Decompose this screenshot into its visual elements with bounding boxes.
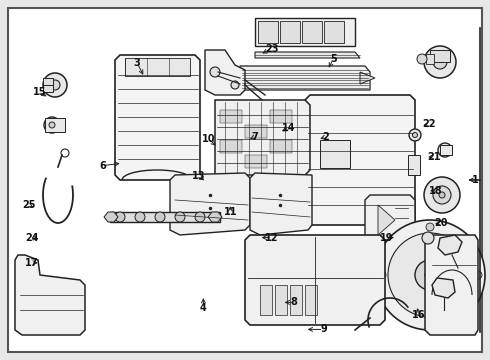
Polygon shape (245, 235, 385, 325)
Circle shape (388, 233, 472, 317)
Polygon shape (438, 235, 462, 255)
Text: 25: 25 (23, 200, 36, 210)
Bar (220, 140, 242, 153)
Circle shape (210, 67, 220, 77)
Circle shape (413, 132, 417, 138)
Polygon shape (378, 205, 395, 235)
Circle shape (175, 212, 185, 222)
Text: 22: 22 (422, 119, 436, 129)
Bar (220, 110, 242, 123)
Text: 24: 24 (25, 233, 39, 243)
Text: 1: 1 (472, 175, 479, 185)
Polygon shape (205, 50, 245, 95)
Polygon shape (115, 55, 200, 180)
Circle shape (422, 232, 434, 244)
Polygon shape (425, 235, 478, 335)
Circle shape (424, 46, 456, 78)
Bar (440, 145, 452, 155)
Circle shape (425, 270, 435, 280)
Bar (324, 21, 344, 43)
Circle shape (44, 117, 60, 133)
Circle shape (43, 73, 67, 97)
Text: 2: 2 (322, 132, 329, 142)
Text: 4: 4 (200, 303, 207, 313)
Circle shape (417, 54, 427, 64)
Text: 19: 19 (380, 233, 394, 243)
Bar (280, 21, 300, 43)
Bar (270, 110, 292, 123)
Circle shape (115, 212, 125, 222)
Bar (426, 54, 434, 64)
Circle shape (439, 192, 445, 198)
Polygon shape (365, 195, 415, 240)
Polygon shape (255, 52, 360, 58)
Bar (270, 140, 292, 153)
Circle shape (433, 186, 451, 204)
Circle shape (426, 319, 434, 327)
Circle shape (375, 220, 485, 330)
Polygon shape (360, 72, 375, 84)
Bar (45, 118, 65, 132)
Bar (125, 58, 190, 76)
Bar (110, 212, 220, 222)
Circle shape (424, 177, 460, 213)
Polygon shape (305, 95, 415, 225)
Text: 9: 9 (320, 324, 327, 334)
Polygon shape (432, 278, 455, 298)
Bar (275, 285, 287, 315)
Text: 7: 7 (251, 132, 258, 142)
Polygon shape (250, 173, 312, 235)
Text: 20: 20 (434, 218, 448, 228)
Bar (245, 125, 267, 138)
Text: 5: 5 (330, 54, 337, 64)
Text: 8: 8 (291, 297, 297, 307)
Circle shape (409, 129, 421, 141)
Bar (258, 21, 278, 43)
Polygon shape (15, 255, 85, 335)
Bar (430, 50, 450, 62)
Circle shape (415, 260, 445, 290)
Bar (305, 285, 317, 315)
Bar (260, 285, 272, 315)
Circle shape (474, 271, 482, 279)
Text: 10: 10 (201, 134, 215, 144)
Polygon shape (170, 173, 250, 235)
Circle shape (195, 212, 205, 222)
Bar (43, 78, 53, 92)
Text: 15: 15 (32, 87, 46, 97)
Text: 16: 16 (412, 310, 426, 320)
Text: 6: 6 (99, 161, 106, 171)
Text: 17: 17 (25, 258, 39, 268)
Polygon shape (104, 212, 118, 222)
Circle shape (378, 271, 386, 279)
Circle shape (433, 55, 447, 69)
Circle shape (426, 223, 434, 231)
Circle shape (155, 212, 165, 222)
Bar (255, 18, 355, 46)
Bar (290, 285, 302, 315)
Circle shape (49, 122, 55, 128)
Text: 23: 23 (265, 44, 279, 54)
Text: 18: 18 (429, 186, 443, 196)
Bar (245, 155, 267, 168)
Circle shape (50, 80, 60, 90)
Text: 21: 21 (427, 152, 441, 162)
Text: 11: 11 (223, 207, 237, 217)
Polygon shape (215, 100, 310, 175)
Text: 12: 12 (265, 233, 279, 243)
Text: 13: 13 (192, 171, 205, 181)
Circle shape (135, 212, 145, 222)
Polygon shape (208, 212, 222, 222)
Polygon shape (240, 66, 370, 90)
Text: 3: 3 (134, 58, 141, 68)
Bar (320, 140, 350, 168)
Bar (408, 155, 420, 175)
Circle shape (438, 143, 452, 157)
Circle shape (231, 81, 239, 89)
Text: 14: 14 (282, 123, 296, 133)
Bar (302, 21, 322, 43)
